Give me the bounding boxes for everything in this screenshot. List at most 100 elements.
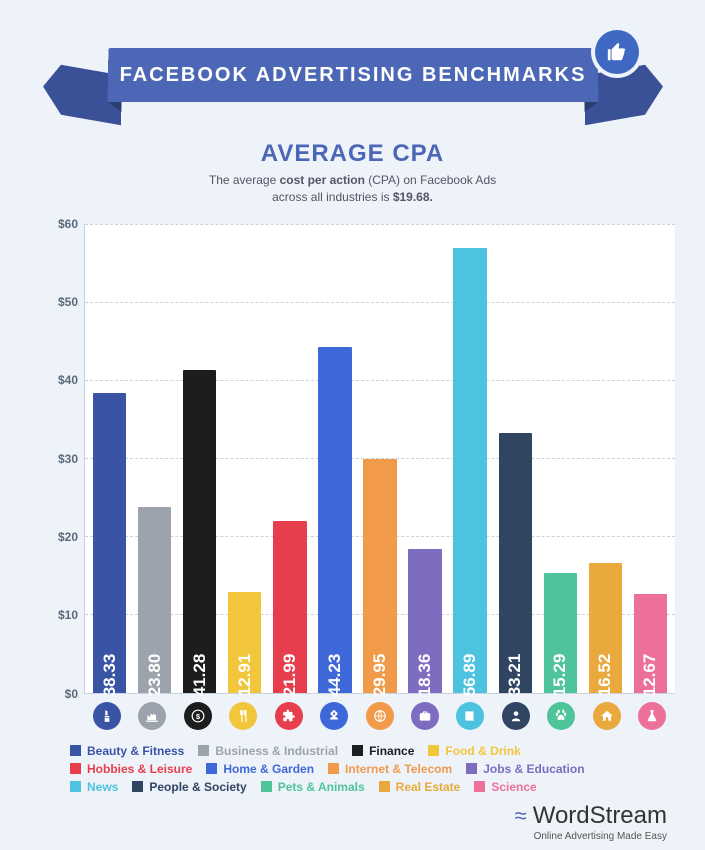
legend-swatch <box>474 781 485 792</box>
home-icon <box>593 702 621 730</box>
banner-title: FACEBOOK ADVERTISING BENCHMARKS <box>119 64 586 87</box>
bar: 12.91 <box>228 592 261 693</box>
bar-value-label: 12.67 <box>640 653 660 696</box>
category-icons-row: $ <box>84 702 675 730</box>
icon-column <box>402 702 447 730</box>
ytick-label: $30 <box>58 452 78 466</box>
factory-icon <box>138 702 166 730</box>
bars-container: 38.33 23.80 41.28 12.91 21.99 44.23 29.95 18.36… <box>85 224 675 693</box>
bar-column-6: 29.95 <box>357 224 402 693</box>
legend-swatch <box>198 745 209 756</box>
bar-column-10: 15.29 <box>538 224 583 693</box>
ytick-label: $10 <box>58 608 78 622</box>
subtitle-block: AVERAGE CPA The average cost per action … <box>30 140 675 206</box>
legend-swatch <box>379 781 390 792</box>
legend-label: Beauty & Fitness <box>87 744 184 758</box>
legend-label: Science <box>491 780 536 794</box>
bar-column-7: 18.36 <box>403 224 448 693</box>
icon-column <box>84 702 129 730</box>
subtitle-heading: AVERAGE CPA <box>30 140 675 168</box>
flower-icon <box>320 702 348 730</box>
legend-swatch <box>132 781 143 792</box>
bar-value-label: 23.80 <box>145 653 165 696</box>
icon-column <box>539 702 584 730</box>
legend-label: People & Society <box>149 780 246 794</box>
legend-label: Jobs & Education <box>483 762 584 776</box>
bar: 29.95 <box>363 459 396 693</box>
legend-item: Business & Industrial <box>198 744 352 758</box>
legend: Beauty & Fitness Business & Industrial Fin… <box>70 744 651 794</box>
brand-wave-icon: ≈ <box>515 803 523 829</box>
legend-swatch <box>466 763 477 774</box>
globe-icon <box>366 702 394 730</box>
bar-column-11: 16.52 <box>583 224 628 693</box>
bar: 15.29 <box>544 573 577 693</box>
bar: 38.33 <box>93 393 126 693</box>
footer-brand: ≈ WordStream Online Advertising Made Eas… <box>515 802 667 830</box>
brand-tagline: Online Advertising Made Easy <box>534 831 667 842</box>
legend-label: Food & Drink <box>445 744 520 758</box>
legend-label: News <box>87 780 118 794</box>
svg-text:$: $ <box>196 712 201 721</box>
ytick-label: $20 <box>58 530 78 544</box>
icon-column <box>311 702 356 730</box>
bar: 21.99 <box>273 521 306 693</box>
legend-swatch <box>352 745 363 756</box>
plot-area: 38.33 23.80 41.28 12.91 21.99 44.23 29.95 18.36… <box>84 224 675 694</box>
icon-column <box>220 702 265 730</box>
icon-column <box>493 702 538 730</box>
banner-main: FACEBOOK ADVERTISING BENCHMARKS <box>107 48 598 102</box>
bar-column-9: 33.21 <box>493 224 538 693</box>
bar-column-1: 23.80 <box>132 224 177 693</box>
legend-swatch <box>70 763 81 774</box>
brand-name: WordStream <box>533 802 667 830</box>
legend-item: Pets & Animals <box>261 780 379 794</box>
legend-label: Finance <box>369 744 414 758</box>
legend-item: Science <box>474 780 550 794</box>
lipstick-icon <box>93 702 121 730</box>
subtitle-desc: The average cost per action (CPA) on Fac… <box>30 172 675 206</box>
paw-icon <box>547 702 575 730</box>
bar-value-label: 21.99 <box>280 653 300 696</box>
legend-item: People & Society <box>132 780 260 794</box>
legend-item: Home & Garden <box>206 762 328 776</box>
dollar-icon: $ <box>184 702 212 730</box>
bar: 44.23 <box>318 347 351 693</box>
y-axis: $0$10$20$30$40$50$60 <box>30 224 84 694</box>
legend-label: Hobbies & Leisure <box>87 762 192 776</box>
ytick-label: $0 <box>65 687 78 701</box>
legend-swatch <box>328 763 339 774</box>
title-banner: FACEBOOK ADVERTISING BENCHMARKS <box>73 40 633 120</box>
puzzle-icon <box>275 702 303 730</box>
legend-swatch <box>70 745 81 756</box>
bar-value-label: 38.33 <box>100 653 120 696</box>
legend-item: Food & Drink <box>428 744 534 758</box>
bar-value-label: 15.29 <box>550 653 570 696</box>
legend-swatch <box>428 745 439 756</box>
bar: 23.80 <box>138 507 171 693</box>
briefcase-icon <box>411 702 439 730</box>
bar-column-4: 21.99 <box>267 224 312 693</box>
bar-value-label: 18.36 <box>415 653 435 696</box>
people-icon <box>502 702 530 730</box>
infographic-container: FACEBOOK ADVERTISING BENCHMARKS AVERAGE … <box>0 0 705 850</box>
icon-column <box>357 702 402 730</box>
icon-column <box>448 702 493 730</box>
ytick-label: $50 <box>58 295 78 309</box>
legend-item: Real Estate <box>379 780 475 794</box>
ytick-label: $60 <box>58 217 78 231</box>
bar-value-label: 44.23 <box>325 653 345 696</box>
bar-column-2: 41.28 <box>177 224 222 693</box>
legend-swatch <box>206 763 217 774</box>
bar-value-label: 33.21 <box>505 653 525 696</box>
legend-label: Internet & Telecom <box>345 762 452 776</box>
fork-icon <box>229 702 257 730</box>
bar-column-12: 12.67 <box>628 224 673 693</box>
bar-column-0: 38.33 <box>87 224 132 693</box>
legend-item: Hobbies & Leisure <box>70 762 206 776</box>
icon-column <box>129 702 174 730</box>
legend-label: Business & Industrial <box>215 744 338 758</box>
bar-column-8: 56.89 <box>448 224 493 693</box>
bar: 41.28 <box>183 370 216 693</box>
legend-swatch <box>261 781 272 792</box>
